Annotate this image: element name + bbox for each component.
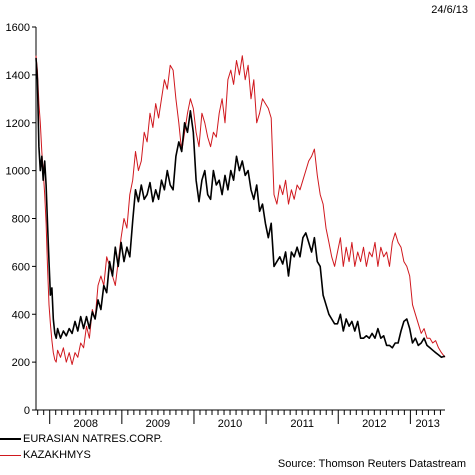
legend-item-series-1: EURASIAN NATRES.CORP.: [0, 433, 163, 445]
series-line-2: [35, 55, 446, 365]
y-tick-label: 600: [12, 261, 30, 273]
x-tick-label: 2012: [362, 418, 386, 430]
y-tick-label: 1600: [6, 22, 30, 34]
source-note: Source: Thomson Reuters Datastream: [277, 458, 466, 470]
y-tick-label: 1200: [6, 118, 30, 130]
x-tick-label: 2009: [146, 418, 170, 430]
y-tick-label: 400: [12, 309, 30, 321]
legend-label-series-2: KAZAKHMYS: [23, 449, 91, 461]
x-tick-label: 2013: [415, 418, 439, 430]
y-tick-label: 1000: [6, 166, 30, 178]
y-tick-label: 200: [12, 357, 30, 369]
y-tick-label: 0: [24, 405, 30, 417]
chart-series: [35, 55, 446, 365]
x-tick-label: 2010: [218, 418, 242, 430]
legend-swatch-series-1: [0, 438, 21, 441]
y-tick-label: 800: [12, 214, 30, 226]
x-tick-label: 2011: [290, 418, 314, 430]
legend-item-series-2: KAZAKHMYS: [0, 449, 91, 461]
y-tick-label: 1400: [6, 70, 30, 82]
x-axis-ticks: 2008 2009 2010 2011 2012 2013: [37, 410, 441, 430]
date-label: 24/6/13: [431, 4, 468, 16]
legend-label-series-1: EURASIAN NATRES.CORP.: [23, 433, 163, 445]
x-tick-label: 2008: [74, 418, 98, 430]
legend-swatch-series-2: [0, 454, 21, 456]
series-line-1: [35, 58, 446, 359]
chart-axes: [35, 27, 445, 411]
y-axis-ticks: 0 200 400 600 800 1000 1200 1400 1600: [6, 22, 36, 417]
